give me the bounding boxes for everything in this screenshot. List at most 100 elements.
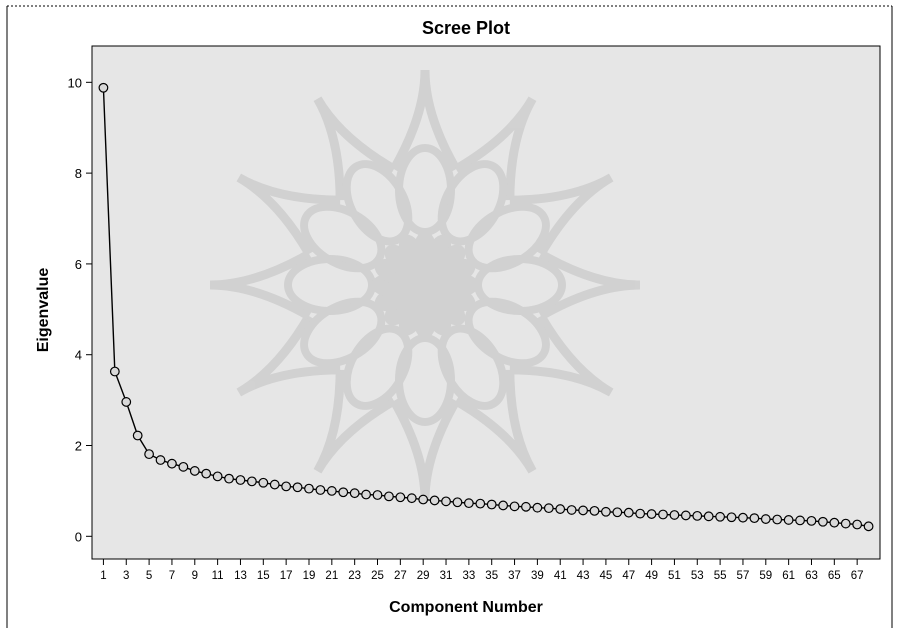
x-tick-label: 67 [851, 570, 864, 582]
data-point [772, 514, 783, 525]
data-point [418, 494, 429, 505]
x-tick-label: 33 [462, 570, 475, 582]
x-tick-label: 39 [531, 570, 544, 582]
data-point [498, 500, 509, 511]
x-tick-label: 15 [257, 570, 270, 582]
data-point [738, 512, 748, 523]
x-tick-label: 65 [828, 570, 841, 582]
data-point [840, 518, 851, 529]
x-tick-label: 23 [348, 570, 361, 582]
data-point [235, 475, 246, 485]
data-point [258, 477, 269, 488]
data-point [269, 479, 280, 490]
data-point [601, 506, 611, 517]
x-tick-label: 31 [440, 570, 453, 582]
x-tick-label: 41 [554, 570, 567, 582]
x-tick-label: 43 [577, 570, 590, 582]
x-tick-label: 45 [600, 570, 613, 582]
x-tick-label: 51 [668, 570, 681, 582]
x-tick-label: 53 [691, 570, 704, 582]
x-tick-label: 13 [234, 570, 247, 582]
watermark-spike [313, 369, 397, 474]
x-tick-label: 55 [714, 570, 727, 582]
data-point [395, 492, 406, 503]
y-tick-label: 0 [75, 529, 82, 544]
data-point [829, 517, 840, 528]
x-tick-label: 25 [371, 570, 384, 582]
data-point [566, 505, 577, 515]
x-tick-label: 9 [192, 570, 198, 582]
data-point [98, 82, 109, 93]
data-point [589, 505, 600, 516]
data-point [509, 501, 520, 512]
x-tick-label: 19 [303, 570, 316, 582]
y-tick-label: 2 [75, 439, 82, 454]
x-tick-label: 3 [123, 570, 129, 582]
x-tick-label: 1 [100, 570, 106, 582]
data-point [441, 496, 451, 507]
watermark-spike [390, 69, 460, 172]
x-tick-label: 35 [485, 570, 498, 582]
data-point [795, 515, 805, 526]
x-tick-label: 63 [805, 570, 818, 582]
data-point [452, 497, 463, 508]
watermark-spike [236, 313, 341, 397]
data-point [578, 505, 588, 516]
data-point [783, 515, 794, 525]
data-point [646, 509, 657, 519]
data-point [292, 482, 303, 493]
x-tick-label: 17 [280, 570, 293, 582]
data-point [475, 498, 486, 509]
x-tick-label: 29 [417, 570, 430, 582]
y-tick-label: 4 [75, 348, 82, 363]
watermark-spike [453, 369, 537, 474]
y-axis: 0 2 4 6 8 10 [68, 75, 92, 544]
data-point [132, 430, 143, 441]
data-point [406, 493, 417, 504]
data-point [543, 503, 554, 514]
data-point [315, 485, 326, 495]
data-point [384, 491, 394, 502]
data-point [224, 473, 234, 484]
watermark-spike [538, 250, 641, 320]
data-point [726, 512, 737, 523]
data-point [680, 510, 691, 521]
x-axis-label: Component Number [389, 599, 543, 616]
data-point [635, 508, 646, 519]
data-point [486, 499, 497, 510]
data-point [532, 502, 543, 513]
data-point [521, 501, 531, 512]
data-point [749, 513, 760, 524]
data-point [189, 466, 200, 476]
data-point [817, 516, 828, 527]
data-point [463, 498, 474, 509]
x-tick-label: 61 [782, 570, 795, 582]
data-point [155, 455, 166, 465]
x-tick-label: 7 [169, 570, 175, 582]
data-point [246, 476, 257, 487]
data-point [852, 519, 863, 530]
data-point [281, 481, 292, 492]
x-tick-label: 47 [622, 570, 635, 582]
data-point [658, 509, 668, 520]
watermark-spike [509, 173, 614, 257]
data-point [863, 521, 874, 532]
data-point [715, 511, 726, 522]
x-tick-label: 37 [508, 570, 521, 582]
watermark-center [395, 255, 455, 315]
data-point [304, 483, 314, 494]
data-point [167, 458, 177, 469]
data-point [623, 507, 634, 518]
data-point [372, 490, 383, 500]
chart-title: Scree Plot [422, 18, 510, 38]
x-tick-label: 57 [737, 570, 750, 582]
x-tick-label: 27 [394, 570, 407, 582]
data-point [144, 449, 155, 460]
data-point [669, 510, 680, 520]
x-tick-label: 59 [759, 570, 772, 582]
x-axis: 1 3 5 7 9 11 13 15 17 19 21 23 25 27 29 31 33 35 37 39 41 43 4… [100, 559, 864, 582]
y-axis-label: Eigenvalue [35, 268, 52, 353]
data-point [109, 366, 120, 377]
